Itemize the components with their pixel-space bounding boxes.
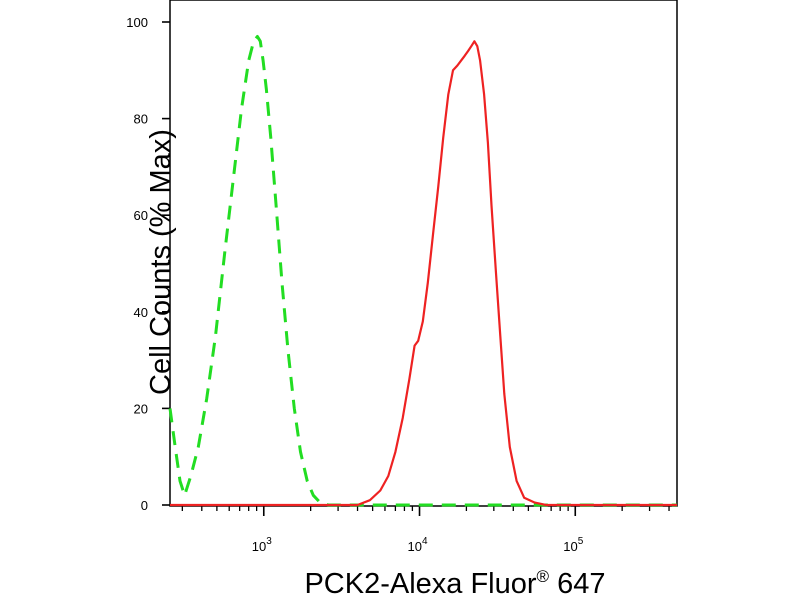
y-tick-label: 100 — [126, 15, 148, 30]
y-tick-label: 60 — [134, 208, 148, 223]
series-layer — [168, 35, 677, 507]
x-axis-title-main: PCK2-Alexa Fluor — [304, 568, 536, 600]
x-tick-label: 104 — [408, 536, 428, 554]
y-tick-label: 80 — [134, 112, 148, 127]
x-axis-title-tail: 647 — [549, 568, 605, 600]
x-tick-labels: 103 104 105 — [252, 536, 584, 554]
y-tick-label: 40 — [134, 305, 148, 320]
isotype-control-line — [168, 35, 677, 507]
y-tick-label: 0 — [141, 498, 148, 513]
x-minor-ticks — [181, 506, 670, 511]
y-tick-labels: 0 20 40 60 80 100 — [126, 15, 148, 513]
axis-major-ticks — [162, 21, 577, 516]
x-tick-label: 103 — [252, 536, 272, 554]
x-tick-exponent: 5 — [578, 536, 584, 547]
x-tick-label: 105 — [563, 536, 583, 554]
x-tick-base: 10 — [408, 539, 422, 554]
x-tick-exponent: 4 — [422, 536, 428, 547]
x-tick-base: 10 — [252, 539, 266, 554]
x-tick-base: 10 — [563, 539, 577, 554]
sample-histogram-line — [170, 40, 677, 507]
x-axis-title: PCK2-Alexa Fluor® 647 — [304, 567, 605, 600]
x-axis-title-sup: ® — [537, 567, 550, 586]
y-tick-label: 20 — [134, 401, 148, 416]
y-axis-title: Cell Counts (% Max) — [145, 129, 177, 395]
x-tick-exponent: 3 — [266, 536, 272, 547]
